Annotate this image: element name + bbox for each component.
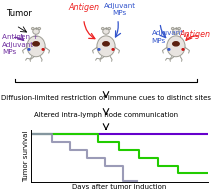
Text: Altered intra-lymph node communication: Altered intra-lymph node communication (34, 112, 178, 119)
Text: Adjuvant
MPs: Adjuvant MPs (152, 30, 184, 44)
Text: Antigen: Antigen (68, 3, 99, 12)
Ellipse shape (103, 42, 109, 46)
Ellipse shape (167, 36, 185, 57)
Y-axis label: Tumor survival: Tumor survival (23, 131, 29, 182)
Ellipse shape (102, 28, 104, 30)
Ellipse shape (32, 28, 34, 30)
Ellipse shape (38, 28, 40, 30)
Text: Diffusion-limited restriction of immune cues to distinct sites: Diffusion-limited restriction of immune … (1, 95, 211, 101)
Ellipse shape (33, 42, 39, 46)
Text: Antigen: Antigen (180, 30, 211, 39)
Ellipse shape (178, 28, 180, 30)
Text: Tumor: Tumor (6, 9, 32, 18)
Ellipse shape (27, 36, 45, 57)
X-axis label: Days after tumor induction: Days after tumor induction (72, 184, 166, 189)
Ellipse shape (103, 29, 109, 34)
Ellipse shape (97, 36, 115, 57)
Ellipse shape (173, 29, 179, 34)
Ellipse shape (108, 28, 110, 30)
Text: Adjuvant
MPs: Adjuvant MPs (104, 3, 136, 16)
Ellipse shape (98, 49, 100, 50)
Ellipse shape (173, 42, 179, 46)
Ellipse shape (112, 49, 114, 50)
Ellipse shape (172, 28, 174, 30)
Ellipse shape (42, 49, 44, 50)
Ellipse shape (28, 49, 30, 50)
Ellipse shape (182, 49, 184, 50)
Ellipse shape (33, 29, 39, 34)
Ellipse shape (168, 49, 170, 50)
Text: Antigen +
Adjuvant
MPs: Antigen + Adjuvant MPs (2, 34, 39, 55)
